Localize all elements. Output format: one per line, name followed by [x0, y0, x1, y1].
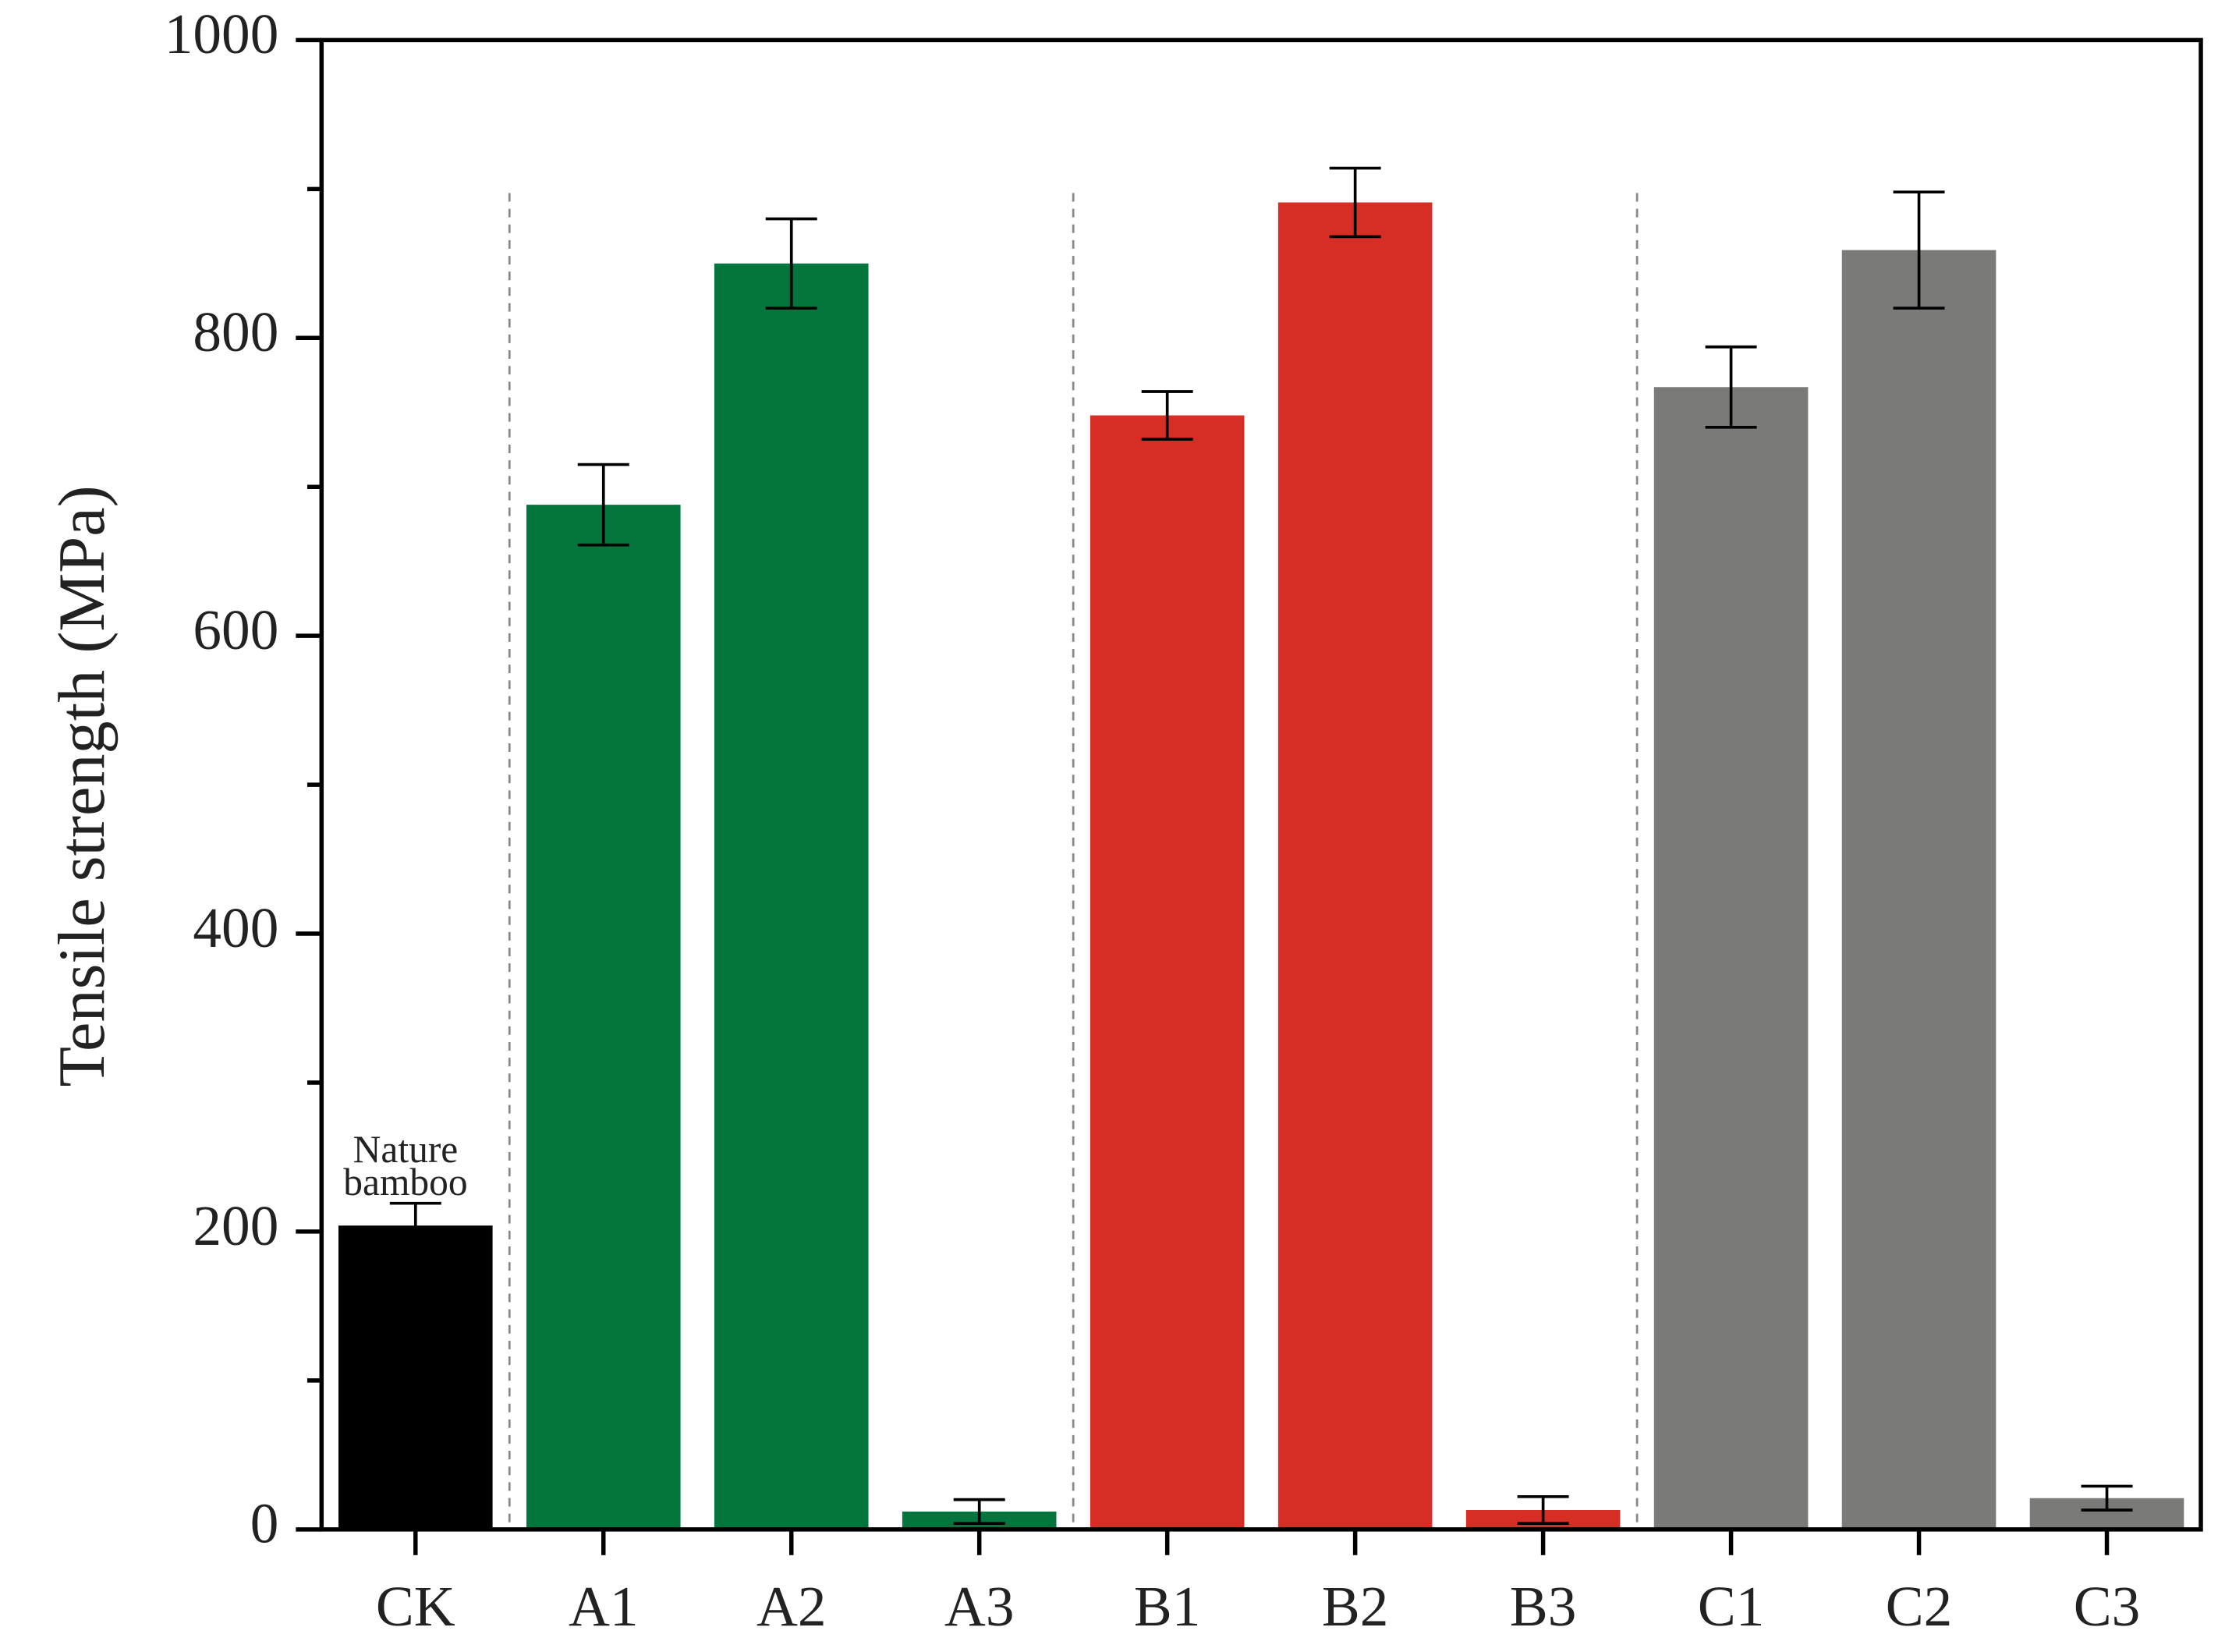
x-tick-label: C2	[1886, 1575, 1953, 1638]
y-tick-label: 0	[250, 1492, 279, 1555]
x-tick-label: B1	[1134, 1575, 1201, 1638]
bar	[1277, 202, 1433, 1530]
error-bar	[2081, 1484, 2133, 1512]
bar	[1090, 415, 1245, 1530]
bar	[338, 1225, 493, 1530]
error-bar	[953, 1498, 1005, 1526]
y-tick-label: 600	[193, 598, 278, 661]
x-tick-label: B3	[1510, 1575, 1577, 1638]
x-tick-label: A3	[944, 1575, 1015, 1638]
error-bar	[577, 463, 629, 547]
x-tick-label: A1	[569, 1575, 639, 1638]
x-tick-label: A2	[756, 1575, 827, 1638]
y-tick-label: 800	[193, 300, 278, 363]
x-tick-label: CK	[376, 1575, 455, 1638]
annotation: Nature	[353, 1128, 459, 1171]
error-bar	[1517, 1494, 1569, 1526]
y-tick-label: 200	[193, 1194, 278, 1257]
plot-frame	[319, 37, 2203, 1532]
error-bar	[765, 217, 817, 310]
y-tick-label: 1000	[165, 2, 279, 66]
error-bar	[1705, 345, 1757, 429]
x-tick-label: B2	[1322, 1575, 1389, 1638]
error-bar	[1893, 190, 1945, 310]
error-bar	[1141, 390, 1193, 441]
y-axis-label: Tensile strength (MPa)	[46, 485, 119, 1087]
annotation: bamboo	[343, 1161, 467, 1204]
error-bar	[389, 1201, 441, 1250]
y-tick-label: 400	[193, 896, 278, 959]
bar	[714, 263, 869, 1530]
x-tick-label: C3	[2074, 1575, 2141, 1638]
bar	[1653, 387, 1809, 1530]
error-bar	[1329, 166, 1381, 239]
bar	[1841, 250, 1997, 1530]
x-tick-label: C1	[1698, 1575, 1765, 1638]
bar	[526, 505, 681, 1530]
